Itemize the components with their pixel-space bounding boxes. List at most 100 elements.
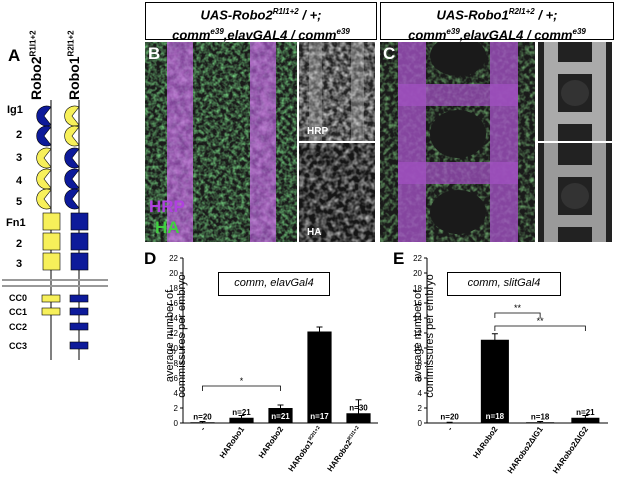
domain-label-cc3: CC3 bbox=[9, 341, 28, 351]
robo1-cc3-motif bbox=[69, 341, 89, 350]
domain-label-fn1: Fn1 bbox=[6, 217, 26, 229]
header-c: UAS-Robo1R2I1+2 / +; comm e39,elavGAL4 / … bbox=[380, 2, 614, 43]
chart-e-y-tick-label: 6 bbox=[418, 374, 423, 383]
header-b-line2-sup-a: e39 bbox=[210, 27, 224, 37]
chart-e-y-tick-label: 8 bbox=[418, 359, 423, 368]
robo2-cc0-motif bbox=[41, 294, 61, 303]
chart-e-svg: 0246810121416182022n=20-n=18HARobo2n=18H… bbox=[413, 254, 608, 476]
header-c-line2-b: ,elavGAL4 / comm bbox=[459, 27, 573, 43]
domain-label-ig2: 2 bbox=[16, 129, 23, 141]
chart-e-significance-label: ** bbox=[537, 316, 545, 326]
chart-d-legend: comm, elavGal4 bbox=[218, 272, 330, 296]
header-b: UAS-Robo2R1I1+2 / +; comme39,elavGAL4 / … bbox=[145, 2, 377, 43]
chart-e-y-tick-label: 0 bbox=[418, 419, 423, 428]
chart-d-significance-label: * bbox=[240, 376, 244, 386]
chart-e-y-tick-label: 20 bbox=[413, 269, 422, 278]
chart-e-category-label: HARobo2ΔIG2 bbox=[551, 425, 590, 476]
chart-d-category-label: HARobo1R2I1+2 bbox=[287, 425, 325, 474]
robo1-ig1-domain bbox=[64, 105, 80, 127]
chart-e-y-tick-label: 4 bbox=[418, 389, 423, 398]
chart-d-y-tick-label: 2 bbox=[174, 404, 179, 413]
robo2-ig5-domain bbox=[36, 188, 52, 210]
chart-d-y-tick-label: 10 bbox=[169, 344, 178, 353]
robo1-ig4-domain bbox=[64, 168, 80, 190]
header-c-line2-sup-b: e39 bbox=[572, 27, 586, 37]
chart-e-legend: comm, slitGal4 bbox=[447, 272, 561, 296]
robo2-ig2-domain bbox=[36, 125, 52, 147]
micrograph-c-inset-bottom bbox=[538, 143, 612, 242]
chart-d-y-tick-label: 12 bbox=[169, 329, 178, 338]
chart-e-y-tick-label: 10 bbox=[413, 344, 422, 353]
chart-d-svg: 0 2 4 6 8 10 12 14 16 18 20 22 n=20 - n=21 HARobo1 n=21 H… bbox=[169, 254, 378, 474]
chart-d-y-tick-label: 20 bbox=[169, 269, 178, 278]
robo2-ig3-domain bbox=[36, 147, 52, 169]
ha-label-inset: HA bbox=[307, 227, 322, 238]
chart-d-y-tick-label: 6 bbox=[174, 374, 179, 383]
header-b-line2-sup-b: e39 bbox=[336, 27, 350, 37]
panel-label-e: E bbox=[393, 249, 405, 268]
chart-d-y-tick-label: 8 bbox=[174, 359, 179, 368]
chart-d-y-tick-label: 16 bbox=[169, 299, 178, 308]
header-b-line2-b: ,elavGAL4 / comm bbox=[223, 27, 337, 43]
robo2-cc1-motif bbox=[41, 307, 61, 316]
domain-label-ig3: 3 bbox=[16, 152, 23, 164]
robo2-fn2-domain bbox=[42, 232, 61, 251]
chart-e-category-label: - bbox=[445, 425, 454, 433]
micrograph-c-main: C bbox=[380, 42, 535, 242]
domain-label-cc1: CC1 bbox=[9, 307, 28, 317]
hrp-label-main: HRP bbox=[149, 197, 185, 216]
chart-d-n-label: n=21 bbox=[232, 408, 251, 417]
chart-d-significance-bracket bbox=[202, 385, 281, 391]
domain-label-ig1: Ig1 bbox=[7, 104, 23, 116]
chart-d-bar bbox=[268, 408, 293, 423]
chart-e-y-tick-label: 16 bbox=[413, 299, 422, 308]
robo1-ig2-domain bbox=[64, 125, 80, 147]
chart-e-y-tick-label: 12 bbox=[413, 329, 422, 338]
chart-e-significance-bracket bbox=[494, 325, 586, 331]
panel-label-a: A bbox=[8, 46, 21, 65]
chart-e-bar bbox=[571, 417, 600, 423]
panel-label-b: B bbox=[148, 44, 161, 63]
chart-d-category-label: HARobo2R1I1+2 bbox=[326, 425, 364, 474]
header-c-line1-post: / +; bbox=[534, 7, 558, 23]
micrograph-b-main: B HRP HA bbox=[145, 42, 297, 242]
chart-d-bar bbox=[307, 331, 332, 423]
header-b-line1-sup: R1I1+2 bbox=[272, 7, 299, 16]
panel-label-c: C bbox=[383, 44, 396, 63]
robo1-cc0-motif bbox=[69, 294, 89, 303]
chart-d-y-tick-label: 22 bbox=[169, 254, 178, 263]
robo1-cc1-motif bbox=[69, 307, 89, 316]
chart-e-category-label: HARobo2ΔIG1 bbox=[506, 425, 545, 476]
header-c-line1-pre: UAS-Robo1 bbox=[436, 7, 509, 23]
chart-e-n-label: n=21 bbox=[576, 408, 595, 417]
chart-d-n-label: n=20 bbox=[193, 412, 212, 421]
chart-d-bar bbox=[229, 417, 254, 423]
chart-d-n-label: n=17 bbox=[310, 412, 329, 421]
robo1-cc2-motif bbox=[69, 322, 89, 331]
robo1-fn3-domain bbox=[70, 252, 89, 271]
chart-e-significance-label: ** bbox=[514, 303, 522, 313]
domain-label-cc0: CC0 bbox=[9, 293, 28, 303]
domain-label-ig4: 4 bbox=[16, 175, 23, 187]
micrograph-c-inset-top bbox=[538, 42, 612, 141]
schematic-a: Robo2R1I1+2 Robo1R2I1+2 Ig1 2 3 4 5 Fn1 … bbox=[0, 0, 140, 400]
robo1-fn2-domain bbox=[70, 232, 89, 251]
domain-schematic-svg bbox=[2, 100, 108, 360]
robo1-ig5-domain bbox=[64, 188, 80, 210]
chart-d-y-tick-label: 18 bbox=[169, 284, 178, 293]
chart-e-n-label: n=20 bbox=[440, 413, 459, 422]
domain-label-fn3: 3 bbox=[16, 258, 23, 270]
robo2-ig4-domain bbox=[36, 168, 52, 190]
micrograph-b-inset-hrp: HRP bbox=[299, 42, 375, 141]
chart-d-n-label: n=21 bbox=[271, 412, 290, 421]
header-c-line1-sup: R2I1+2 bbox=[508, 7, 535, 16]
chart-e-bar bbox=[435, 422, 464, 424]
chart-e-category-label: HARobo2 bbox=[471, 425, 500, 460]
ha-label-main: HA bbox=[155, 218, 180, 237]
chart-e-significance-bracket bbox=[494, 312, 541, 318]
domain-label-cc2: CC2 bbox=[9, 322, 28, 332]
header-c-line2-a: comm bbox=[408, 27, 447, 43]
micrograph-c-image bbox=[380, 42, 535, 242]
micrograph-b-inset-ha: HA bbox=[299, 143, 375, 242]
chart-d-category-label: - bbox=[198, 425, 207, 433]
